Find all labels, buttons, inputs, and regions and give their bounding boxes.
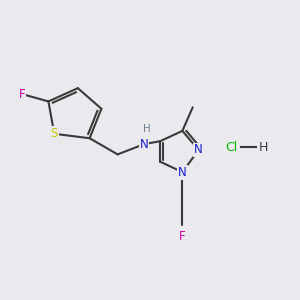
Text: F: F <box>19 88 25 100</box>
Text: N: N <box>194 143 203 157</box>
Text: H: H <box>142 124 150 134</box>
Text: F: F <box>179 230 186 243</box>
Text: N: N <box>140 138 148 151</box>
Text: S: S <box>51 127 58 140</box>
Text: Cl: Cl <box>225 141 237 154</box>
Text: H: H <box>259 141 268 154</box>
Text: N: N <box>178 166 187 178</box>
